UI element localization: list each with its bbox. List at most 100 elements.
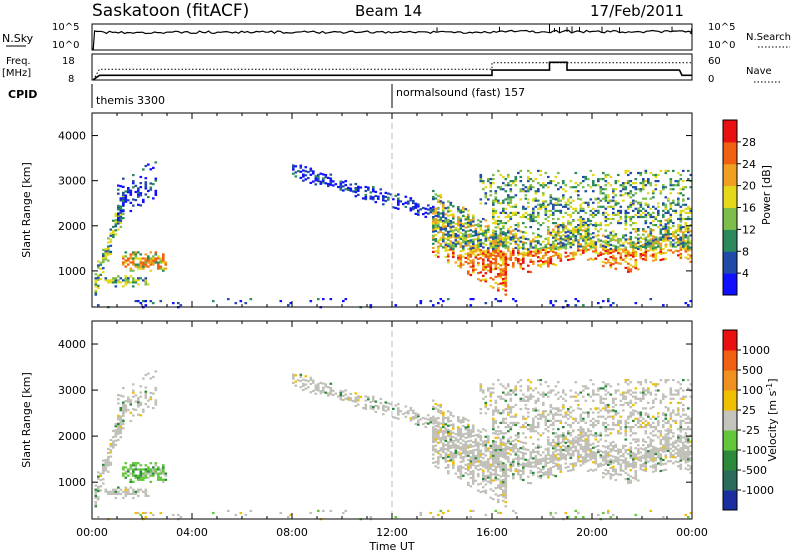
velocity-cell (139, 488, 143, 491)
power-cell (324, 176, 328, 179)
power-cell (517, 224, 520, 227)
power-cell (462, 235, 465, 238)
power-cell (144, 185, 148, 188)
power-cell (127, 277, 130, 280)
velocity-cell (497, 498, 500, 501)
velocity-cell (472, 474, 475, 477)
power-cell (657, 205, 660, 208)
power-cell (592, 240, 595, 243)
power-cell (249, 298, 253, 301)
power-cell (292, 168, 295, 171)
power-cell (522, 222, 525, 225)
power-cell (342, 300, 345, 303)
power-cell (664, 239, 668, 242)
velocity-cell (662, 436, 665, 439)
velocity-cell (549, 467, 553, 470)
power-cell (659, 252, 663, 255)
power-cell (469, 261, 473, 264)
velocity-cell (117, 486, 120, 489)
velocity-cell (464, 428, 468, 431)
velocity-cell (497, 449, 500, 453)
power-cell (154, 261, 158, 264)
velocity-cell (492, 417, 495, 420)
power-cell (532, 240, 535, 243)
power-cell (154, 253, 158, 256)
velocity-cell (669, 447, 673, 450)
velocity-cell (532, 457, 535, 460)
velocity-cell (327, 386, 330, 389)
power-cell (604, 217, 608, 221)
velocity-cell (649, 417, 653, 420)
power-cell (234, 302, 238, 305)
power-cell (562, 238, 565, 241)
power-cell (549, 247, 553, 251)
power-cell (647, 249, 650, 252)
velocity-cell (467, 425, 470, 428)
velocity-cell (442, 419, 445, 422)
velocity-cell (504, 432, 508, 435)
power-cell (582, 224, 585, 227)
power-cell (499, 211, 503, 214)
velocity-cell (547, 441, 550, 444)
velocity-cell (509, 469, 513, 472)
power-cell (534, 190, 538, 193)
velocity-cell (672, 432, 675, 435)
power-cell (439, 238, 443, 241)
velocity-cell (517, 421, 520, 424)
power-cell (527, 180, 530, 183)
velocity-cell (137, 399, 140, 402)
velocity-cell (519, 426, 523, 429)
velocity-cell (119, 432, 123, 435)
power-cell (94, 291, 98, 294)
velocity-cell (309, 382, 313, 386)
velocity-cell (609, 415, 613, 418)
velocity-cell (467, 431, 470, 435)
velocity-cell (544, 454, 548, 457)
power-cell (652, 241, 655, 244)
power-cell (502, 271, 505, 274)
power-cell (642, 233, 645, 236)
velocity-cell (322, 386, 325, 389)
power-cell (599, 253, 603, 256)
velocity-cell (679, 465, 683, 468)
velocity-cell (364, 407, 368, 410)
velocity-cell (507, 438, 510, 441)
velocity-cell (564, 454, 568, 457)
power-cell (597, 205, 600, 208)
velocity-cell (662, 446, 665, 449)
velocity-cell (147, 494, 150, 497)
velocity-cell (677, 428, 680, 431)
velocity-cell (517, 454, 520, 457)
power-cell (572, 239, 575, 242)
power-cell (584, 224, 588, 227)
velocity-cell (624, 457, 628, 460)
power-cell (652, 255, 655, 258)
velocity-cell (107, 447, 110, 451)
velocity-cell (144, 390, 148, 393)
power-cell (434, 193, 438, 196)
velocity-cell (512, 421, 515, 424)
power-cell (437, 221, 440, 224)
velocity-cell (544, 464, 548, 468)
velocity-cell (609, 432, 613, 435)
power-cell (679, 228, 683, 231)
power-cell (582, 247, 585, 250)
velocity-cell (612, 459, 615, 462)
velocity-cell (464, 426, 468, 429)
velocity-cell (432, 457, 435, 460)
velocity-cell (132, 383, 135, 386)
power-cell (509, 226, 513, 229)
velocity-cell (162, 480, 165, 483)
velocity-cell (442, 421, 445, 424)
power-cell (294, 175, 298, 178)
power-cell (624, 215, 628, 219)
velocity-cell (524, 442, 528, 445)
power-cell (489, 186, 493, 189)
power-cell (479, 232, 483, 235)
power-cell (482, 264, 485, 267)
power-cell (517, 258, 520, 261)
velocity-cell (534, 461, 538, 464)
power-cell (279, 300, 283, 303)
velocity-cell (579, 460, 583, 463)
velocity-cell (559, 458, 563, 461)
